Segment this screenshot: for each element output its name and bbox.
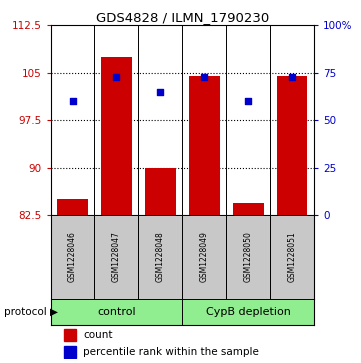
Bar [226, 215, 270, 299]
Bar [182, 215, 226, 299]
Title: GDS4828 / ILMN_1790230: GDS4828 / ILMN_1790230 [96, 11, 269, 24]
Bar [101, 57, 132, 215]
Bar [95, 215, 138, 299]
Point [157, 89, 163, 95]
Bar [64, 346, 75, 358]
Text: GSM1228049: GSM1228049 [200, 232, 209, 282]
Point [70, 98, 75, 104]
Point [201, 74, 207, 79]
Text: percentile rank within the sample: percentile rank within the sample [83, 347, 259, 357]
Point [245, 98, 251, 104]
Bar [270, 215, 314, 299]
Bar [64, 329, 75, 340]
Text: GSM1228050: GSM1228050 [244, 232, 253, 282]
Bar [51, 215, 95, 299]
Text: protocol ▶: protocol ▶ [4, 307, 58, 317]
Text: CypB depletion: CypB depletion [206, 307, 291, 317]
Point [113, 74, 119, 79]
Text: GSM1228047: GSM1228047 [112, 232, 121, 282]
Text: GSM1228051: GSM1228051 [288, 232, 297, 282]
Text: control: control [97, 307, 136, 317]
Bar [57, 199, 88, 215]
Bar [189, 76, 219, 215]
Bar [182, 299, 314, 325]
Bar [233, 203, 264, 215]
Text: GSM1228046: GSM1228046 [68, 232, 77, 282]
Text: count: count [83, 330, 113, 340]
Bar [138, 215, 182, 299]
Bar [277, 76, 308, 215]
Bar [145, 168, 176, 215]
Text: GSM1228048: GSM1228048 [156, 232, 165, 282]
Bar [51, 299, 182, 325]
Point [289, 74, 295, 79]
